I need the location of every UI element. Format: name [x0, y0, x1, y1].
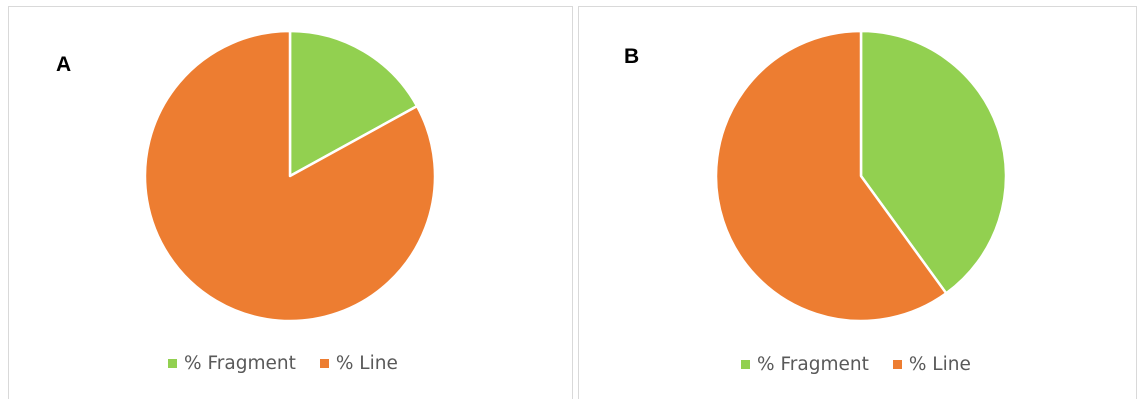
legend-item-line: % Line — [892, 354, 971, 375]
legend-item-fragment: % Fragment — [741, 354, 869, 375]
legend-swatch-line — [892, 360, 902, 369]
pie-slice-fragment — [288, 29, 419, 178]
pie-slice-fragment — [859, 29, 1008, 295]
legend-item-line: % Line — [319, 353, 398, 374]
pie-slice-line — [143, 29, 437, 323]
chart-panel-b: B % Fragment % Line — [578, 6, 1137, 399]
legend-swatch-line — [319, 359, 329, 368]
pie-chart-b — [714, 29, 1008, 323]
legend-item-fragment: % Fragment — [168, 353, 296, 374]
legend-label-fragment: % Fragment — [184, 353, 296, 374]
legend-swatch-fragment — [741, 360, 750, 369]
chart-panel-a: A % Fragment % Line — [8, 6, 573, 399]
legend-label-line: % Line — [335, 353, 398, 374]
pie-chart-a — [143, 29, 437, 323]
panel-label: A — [56, 53, 72, 76]
legend-label-line: % Line — [908, 354, 971, 375]
legend: % Fragment % Line — [168, 353, 398, 374]
panel-label: B — [624, 45, 640, 68]
legend-label-fragment: % Fragment — [757, 354, 869, 375]
legend: % Fragment % Line — [741, 354, 971, 375]
legend-swatch-fragment — [168, 359, 177, 368]
pie-slice-line — [714, 29, 948, 323]
